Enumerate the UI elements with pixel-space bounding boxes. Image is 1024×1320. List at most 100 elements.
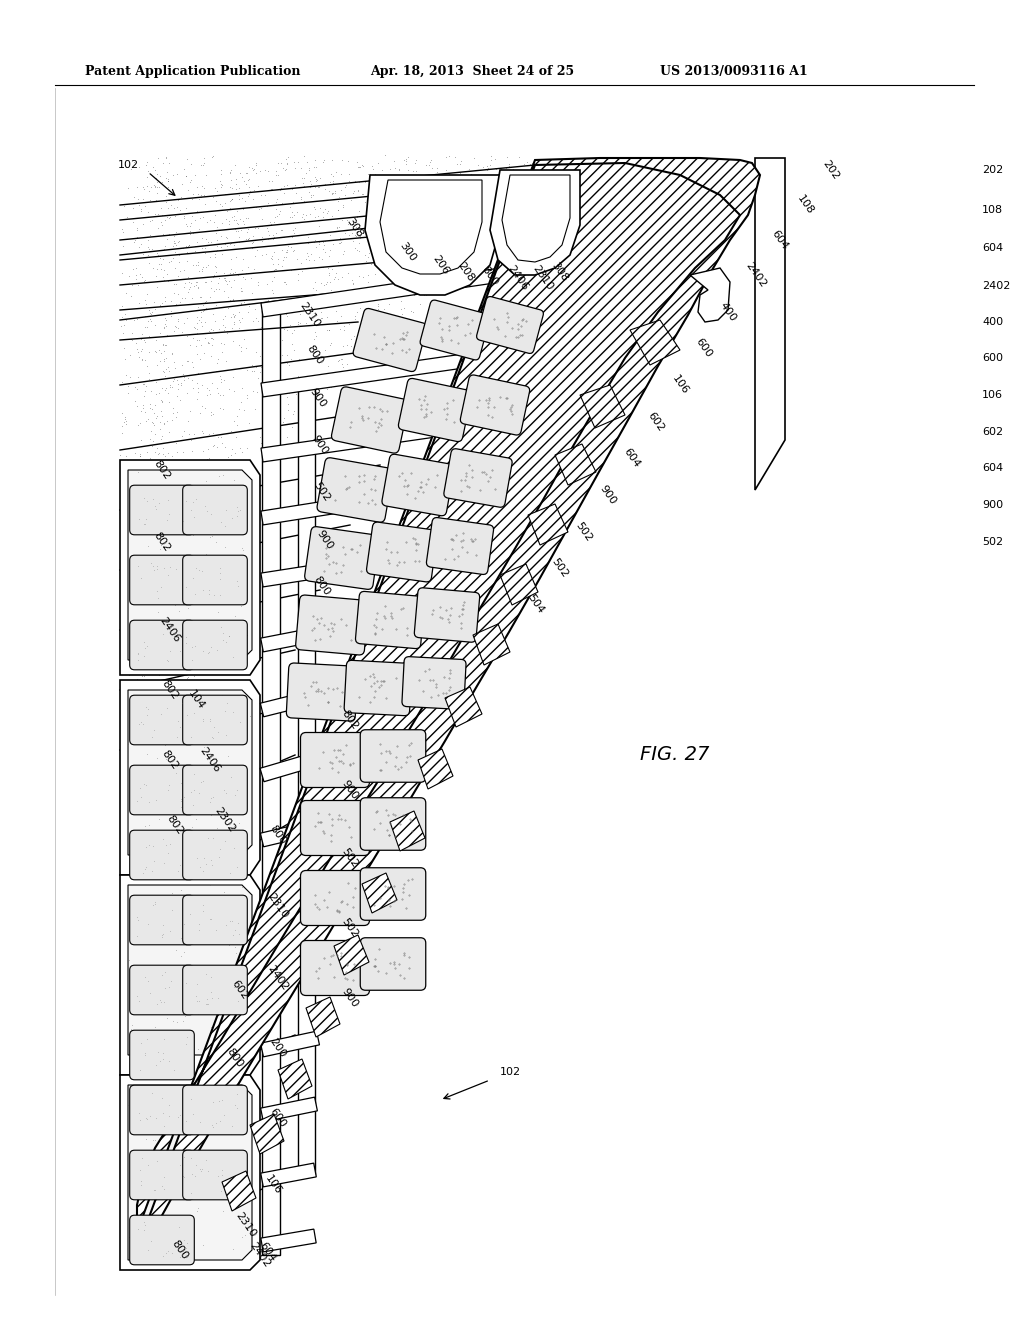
Point [225,304,242,325]
Point [285,240,301,261]
Point [351,206,368,227]
Point [124,553,140,574]
Point [187,809,204,830]
Point [230,495,247,516]
Point [161,791,177,812]
Point [193,334,209,355]
Point [159,698,175,719]
Point [236,248,252,269]
Point [170,190,186,211]
Point [153,643,169,664]
Point [303,375,319,396]
Point [238,479,254,500]
Point [124,329,140,350]
Point [155,1246,171,1267]
Point [113,772,129,793]
Point [141,792,158,813]
Point [146,1076,163,1097]
Point [186,779,203,800]
Point [158,735,174,756]
Point [224,289,241,310]
Point [132,1114,148,1135]
FancyBboxPatch shape [476,297,544,354]
Point [144,451,161,473]
Point [208,462,224,483]
Point [499,147,515,168]
Point [232,219,249,240]
Point [231,812,248,833]
Polygon shape [260,748,332,781]
Point [154,425,170,446]
Point [196,206,212,227]
Point [193,1159,209,1180]
Point [176,941,193,962]
Point [178,251,195,272]
Point [436,169,453,190]
Point [133,1171,150,1192]
Point [450,178,466,199]
Point [168,833,184,854]
Point [222,702,239,723]
Point [367,314,383,335]
Polygon shape [390,810,425,851]
Text: 400: 400 [718,301,738,323]
Point [279,319,295,341]
Point [350,156,367,177]
Point [228,985,245,1006]
Point [419,172,435,193]
Point [378,210,394,231]
Point [170,309,186,330]
Point [137,775,154,796]
Point [485,187,502,209]
Text: 104: 104 [185,689,206,711]
Point [404,160,421,181]
Point [157,313,173,334]
Point [201,583,217,605]
Point [150,972,166,993]
Point [132,777,148,799]
Point [189,318,206,339]
Point [136,1220,153,1241]
Point [297,300,313,321]
Point [191,655,208,676]
Point [147,498,164,519]
Point [414,182,430,203]
Point [207,994,223,1015]
Point [217,700,233,721]
Point [374,222,390,243]
Point [169,721,185,742]
Point [173,927,189,948]
Point [233,308,250,329]
Point [311,168,328,189]
Point [160,271,176,292]
Point [138,1209,155,1230]
Point [144,836,161,857]
Point [337,183,353,205]
Point [189,510,206,531]
Point [371,186,387,207]
Point [158,335,174,356]
Point [170,231,186,252]
Point [187,640,204,661]
Point [209,841,225,862]
Point [411,195,427,216]
Point [261,211,278,232]
Point [295,172,311,193]
Point [249,465,265,486]
Point [200,572,216,593]
Point [361,207,378,228]
Point [202,286,218,308]
Polygon shape [528,504,568,545]
Point [207,177,223,198]
Point [174,1249,190,1270]
Point [138,375,155,396]
FancyBboxPatch shape [398,379,472,442]
Point [385,243,401,264]
Point [212,366,228,387]
Point [133,198,150,219]
Point [160,451,176,473]
Point [213,511,229,532]
Point [261,170,278,191]
Point [180,597,197,618]
Point [176,884,193,906]
